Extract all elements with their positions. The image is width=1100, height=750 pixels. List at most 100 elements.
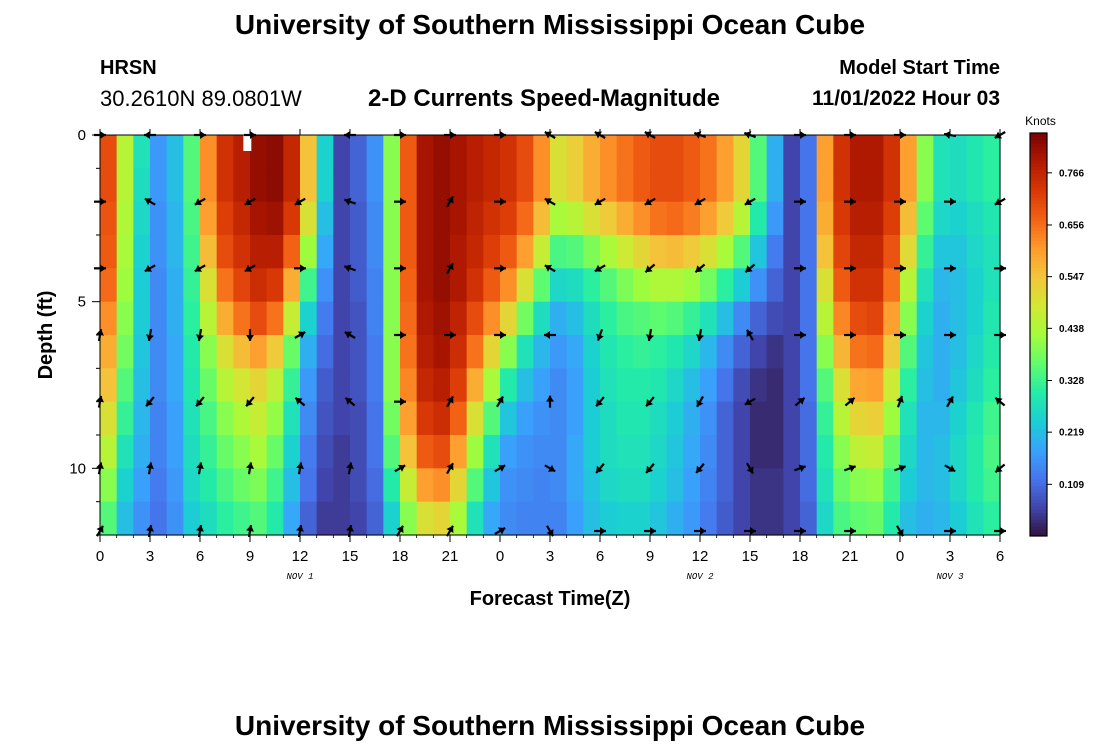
heatmap-cell (983, 301, 1001, 336)
heatmap-cell (533, 135, 551, 169)
heatmap-cell (133, 235, 151, 269)
heatmap-cell (450, 135, 468, 169)
heatmap-cell (683, 401, 701, 436)
heatmap-cell (183, 501, 201, 536)
heatmap-cell (166, 268, 184, 303)
current-vector-arrow (446, 462, 454, 475)
x-tick-label: 21 (442, 548, 459, 565)
x-tick-label: 0 (96, 548, 104, 565)
heatmap-cell (100, 201, 118, 236)
arrow-head (398, 464, 406, 472)
arrow-head (546, 529, 554, 537)
heatmap-cell (733, 368, 751, 403)
heatmap-cell (900, 235, 918, 269)
heatmap-cell (616, 201, 634, 236)
current-vector-arrow (344, 396, 356, 407)
heatmap-cell (483, 235, 501, 269)
heatmap-cell (500, 301, 518, 336)
heatmap-cell (800, 235, 818, 269)
heatmap-cell (466, 168, 484, 203)
heatmap-cell (500, 135, 518, 169)
current-vector-arrow (794, 131, 806, 139)
arrow-head (400, 331, 406, 339)
colorbar-segment (1030, 277, 1047, 282)
current-vector-arrow (146, 328, 154, 342)
arrow-head (500, 264, 506, 273)
arrow-head (544, 331, 550, 339)
heatmap-cell (233, 168, 251, 203)
heatmap-cell (116, 401, 134, 436)
current-vector-arrow (894, 197, 906, 206)
heatmap-cell (483, 368, 501, 403)
heatmap-cell (950, 235, 968, 269)
heatmap-cell (316, 335, 334, 369)
heatmap-cell (116, 468, 134, 503)
heatmap-cell (566, 401, 584, 436)
heatmap-cell (833, 468, 851, 503)
heatmap-cell (400, 368, 418, 403)
heatmap-cell (550, 335, 568, 369)
colorbar-segment (1030, 337, 1047, 342)
current-vector-arrow (645, 463, 655, 474)
heatmap-cell (616, 501, 634, 536)
heatmap-cell (166, 435, 184, 469)
arrow-head (594, 131, 602, 139)
heatmap-cell (666, 135, 684, 169)
heatmap-cell (983, 368, 1001, 403)
heatmap-cell (716, 201, 734, 236)
current-vector-arrow (794, 331, 806, 339)
heatmap-cell (550, 501, 568, 536)
heatmap-cell (850, 168, 868, 203)
current-vector-arrow (194, 264, 206, 273)
heatmap-cell (633, 268, 651, 303)
current-vector-arrow (394, 197, 406, 206)
heatmap-cell (533, 335, 551, 369)
heatmap-cell (350, 335, 368, 369)
x-tick-label: 3 (946, 548, 954, 565)
colorbar-segment (1030, 227, 1047, 231)
current-vector-arrow (896, 395, 904, 408)
current-vector-arrow (145, 396, 155, 407)
heatmap-cell (416, 401, 434, 436)
heatmap-cell (916, 468, 934, 503)
heatmap-cell (866, 335, 884, 369)
heatmap-cell (683, 135, 701, 169)
current-vector-arrow (296, 524, 304, 538)
arrow-head (800, 527, 806, 535)
heatmap-cell (583, 368, 601, 403)
colorbar-segment (1030, 499, 1047, 503)
heatmap-cell (200, 335, 218, 369)
heatmap-cell (366, 368, 384, 403)
x-tick-label: 0 (496, 548, 504, 565)
heatmap-cell (366, 501, 384, 536)
heatmap-cell (966, 168, 984, 203)
heatmap-cell (883, 501, 901, 536)
heatmap-cell (283, 368, 301, 403)
heatmap-cell (600, 335, 618, 369)
arrow-head (950, 197, 956, 206)
heatmap-cell (983, 501, 1001, 536)
current-vector-arrow (943, 131, 957, 139)
colorbar-segment (1030, 324, 1047, 329)
current-vector-arrow (944, 264, 956, 273)
colorbar-segment (1030, 247, 1047, 252)
heatmap-cell (200, 135, 218, 169)
heatmap-cell (200, 368, 218, 403)
arrow-head (296, 462, 304, 470)
current-vector-arrow (446, 525, 454, 537)
heatmap-cell (533, 435, 551, 469)
heatmap-cell (150, 435, 168, 469)
colorbar-segment (1030, 233, 1047, 238)
current-vector-arrow (196, 462, 204, 475)
heatmap-cell (883, 168, 901, 203)
heatmap-cell (550, 435, 568, 469)
current-vector-arrow (994, 131, 1006, 139)
arrow-head (548, 464, 556, 472)
heatmap-cell (400, 401, 418, 436)
heatmap-cell (250, 435, 268, 469)
heatmap-cell (466, 401, 484, 436)
current-vector-arrow (96, 328, 104, 342)
current-vector-arrow (196, 328, 204, 342)
heatmap-cell (133, 401, 151, 436)
colorbar-segment (1030, 378, 1047, 383)
